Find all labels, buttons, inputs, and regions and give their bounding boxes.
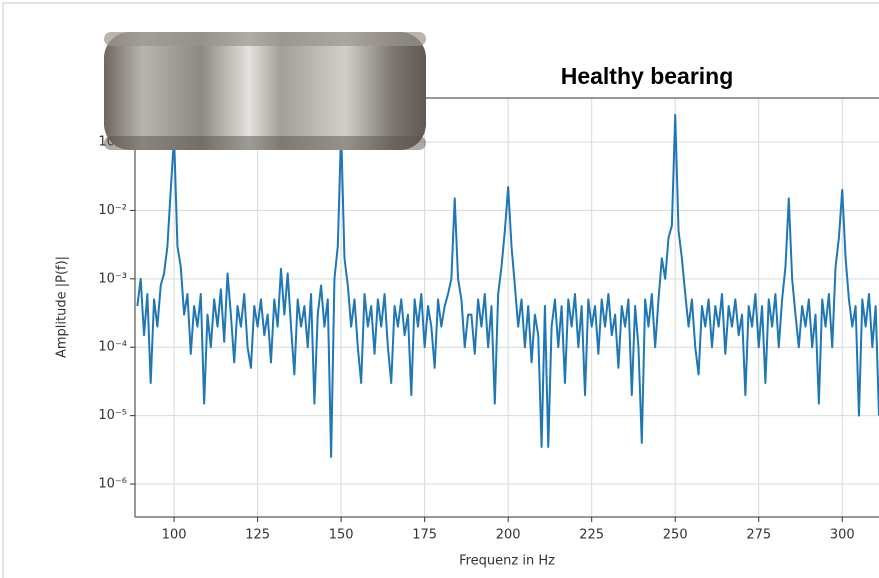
x-tick-label: 225: [579, 528, 604, 543]
x-tick-label: 250: [663, 528, 688, 543]
plot-area: [135, 98, 879, 517]
y-tick-label: 10⁻⁶: [98, 477, 127, 492]
x-tick-label: 300: [830, 528, 855, 543]
y-tick-label: 10⁻⁴: [98, 340, 127, 355]
x-axis-label: Frequenz in Hz: [459, 554, 555, 569]
x-tick-label: 275: [746, 528, 771, 543]
x-tick-label: 150: [329, 528, 354, 543]
chart-title: Healthy bearing: [561, 63, 734, 89]
data-line: [136, 113, 879, 458]
bearing-photo: [104, 32, 426, 150]
y-tick-label: 10⁻³: [98, 271, 127, 286]
y-axis-label: Amplitude |P(f)|: [55, 256, 70, 358]
x-tick-label: 125: [245, 528, 270, 543]
x-tick-label: 200: [496, 528, 521, 543]
x-tick-label: 100: [162, 528, 187, 543]
y-tick-label: 10⁻²: [98, 203, 127, 218]
x-tick-label: 175: [412, 528, 437, 543]
y-tick-label: 10⁻⁵: [98, 408, 127, 423]
